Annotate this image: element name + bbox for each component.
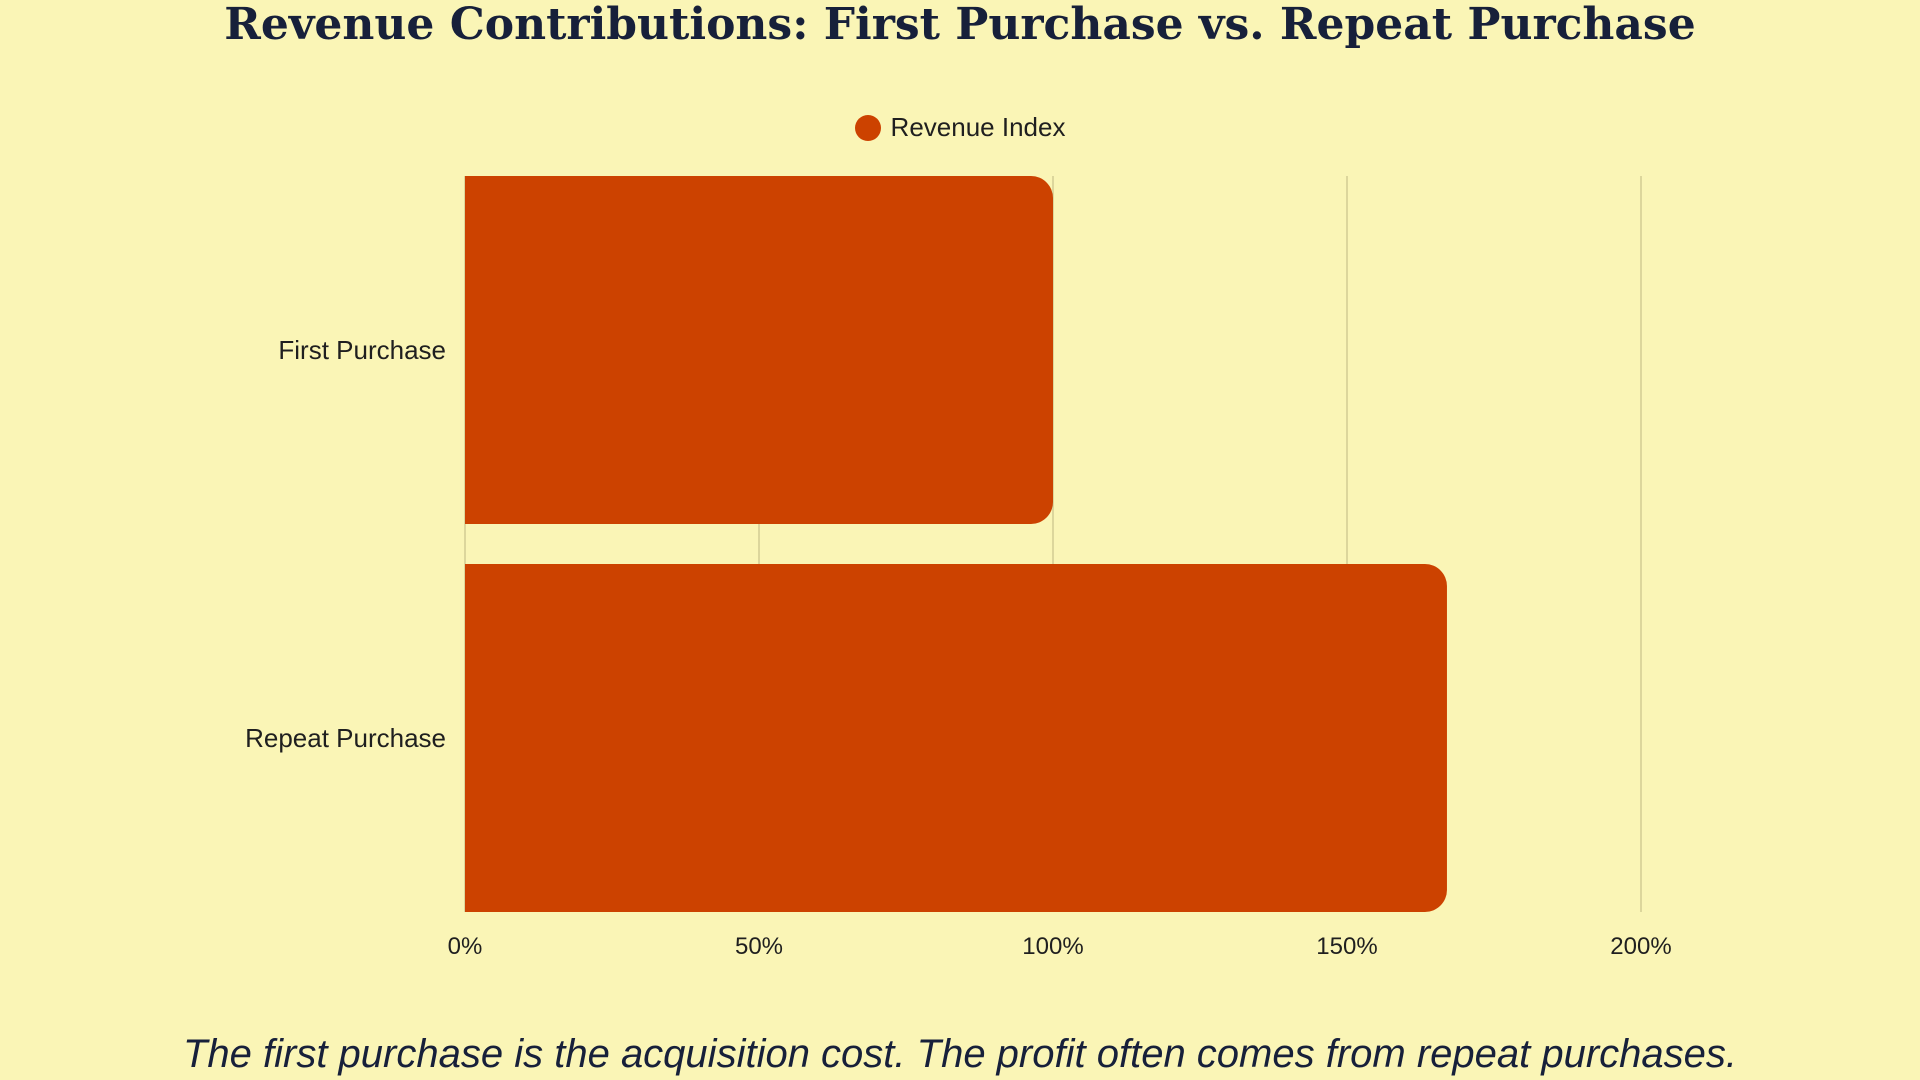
bar-chart: First Purchase Repeat Purchase 0% 50% 100% 15… <box>245 176 1672 960</box>
chart-legend: Revenue Index <box>0 112 1920 143</box>
x-tick-label-3: 150% <box>1316 933 1377 960</box>
category-label-first-purchase: First Purchase <box>278 335 446 365</box>
chart-caption: The first purchase is the acquisition co… <box>182 1032 1738 1076</box>
x-tick-label-0: 0% <box>448 933 483 960</box>
chart-title: Revenue Contributions: First Purchase vs… <box>224 0 1696 50</box>
legend-label-revenue-index: Revenue Index <box>890 112 1066 142</box>
bar-repeat-purchase <box>465 564 1447 912</box>
category-label-repeat-purchase: Repeat Purchase <box>245 723 446 753</box>
x-tick-label-2: 100% <box>1022 933 1083 960</box>
x-tick-label-1: 50% <box>735 933 783 960</box>
bar-first-purchase <box>465 176 1053 524</box>
x-tick-label-4: 200% <box>1610 933 1671 960</box>
legend-swatch-revenue-index <box>854 114 881 141</box>
